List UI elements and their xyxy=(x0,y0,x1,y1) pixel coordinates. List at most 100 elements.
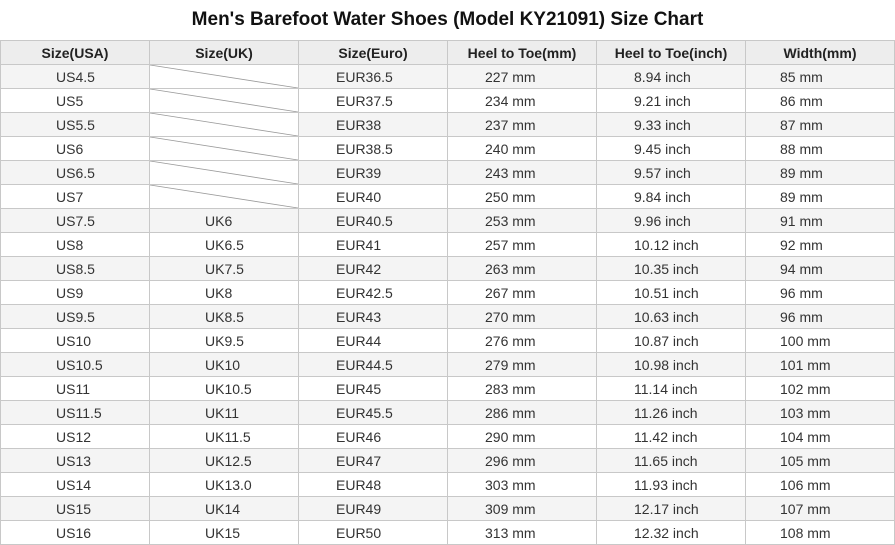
cell-width-mm: 103 mm xyxy=(745,400,895,425)
cell-size-uk: UK9.5 xyxy=(149,328,299,353)
cell-heel-toe-inch: 10.63 inch xyxy=(596,304,746,329)
cell-size-euro: EUR42 xyxy=(298,256,448,281)
cell-size-euro: EUR38.5 xyxy=(298,136,448,161)
cell-size-usa: US15 xyxy=(0,496,150,521)
cell-size-euro: EUR41 xyxy=(298,232,448,257)
cell-size-euro: EUR39 xyxy=(298,160,448,185)
cell-size-usa: US9 xyxy=(0,280,150,305)
cell-heel-toe-inch: 10.87 inch xyxy=(596,328,746,353)
cell-size-usa: US12 xyxy=(0,424,150,449)
table-row: US9 UK8 EUR42.5 267 mm 10.51 inch 96 mm xyxy=(0,280,895,305)
table-row: US11 UK10.5 EUR45 283 mm 11.14 inch 102 mm xyxy=(0,376,895,401)
cell-size-uk: UK10.5 xyxy=(149,376,299,401)
cell-width-mm: 108 mm xyxy=(745,520,895,545)
cell-size-uk: UK15 xyxy=(149,520,299,545)
cell-heel-toe-mm: 279 mm xyxy=(447,352,597,377)
cell-size-usa: US13 xyxy=(0,448,150,473)
cell-size-usa: US7 xyxy=(0,184,150,209)
empty-cell-diagonal-line xyxy=(150,185,298,208)
cell-heel-toe-mm: 253 mm xyxy=(447,208,597,233)
cell-size-uk: UK8 xyxy=(149,280,299,305)
header-heel-toe-inch: Heel to Toe(inch) xyxy=(596,40,746,65)
cell-heel-toe-mm: 286 mm xyxy=(447,400,597,425)
cell-size-euro: EUR45.5 xyxy=(298,400,448,425)
cell-heel-toe-mm: 296 mm xyxy=(447,448,597,473)
cell-width-mm: 92 mm xyxy=(745,232,895,257)
cell-size-usa: US16 xyxy=(0,520,150,545)
table-row: US5 EUR37.5 234 mm 9.21 inch 86 mm xyxy=(0,88,895,113)
table-row: US15 UK14 EUR49 309 mm 12.17 inch 107 mm xyxy=(0,496,895,521)
cell-size-usa: US5.5 xyxy=(0,112,150,137)
cell-size-euro: EUR42.5 xyxy=(298,280,448,305)
cell-size-euro: EUR40.5 xyxy=(298,208,448,233)
cell-size-euro: EUR50 xyxy=(298,520,448,545)
cell-heel-toe-inch: 9.33 inch xyxy=(596,112,746,137)
cell-size-usa: US7.5 xyxy=(0,208,150,233)
cell-heel-toe-inch: 9.21 inch xyxy=(596,88,746,113)
cell-heel-toe-inch: 11.65 inch xyxy=(596,448,746,473)
header-width-mm: Width(mm) xyxy=(745,40,895,65)
cell-size-euro: EUR48 xyxy=(298,472,448,497)
cell-heel-toe-inch: 8.94 inch xyxy=(596,64,746,89)
cell-size-euro: EUR49 xyxy=(298,496,448,521)
size-table: Size(USA) Size(UK) Size(Euro) Heel to To… xyxy=(0,40,895,545)
cell-heel-toe-inch: 11.26 inch xyxy=(596,400,746,425)
cell-size-usa: US11 xyxy=(0,376,150,401)
table-row: US9.5 UK8.5 EUR43 270 mm 10.63 inch 96 mm xyxy=(0,304,895,329)
cell-width-mm: 86 mm xyxy=(745,88,895,113)
cell-size-usa: US9.5 xyxy=(0,304,150,329)
cell-size-uk: UK7.5 xyxy=(149,256,299,281)
cell-heel-toe-inch: 11.14 inch xyxy=(596,376,746,401)
cell-width-mm: 96 mm xyxy=(745,304,895,329)
cell-heel-toe-mm: 267 mm xyxy=(447,280,597,305)
table-row: US16 UK15 EUR50 313 mm 12.32 inch 108 mm xyxy=(0,520,895,545)
cell-size-uk: UK11.5 xyxy=(149,424,299,449)
empty-cell-diagonal-line xyxy=(150,137,298,160)
cell-size-euro: EUR44.5 xyxy=(298,352,448,377)
cell-width-mm: 87 mm xyxy=(745,112,895,137)
empty-cell-diagonal-line xyxy=(150,161,298,184)
cell-size-usa: US10.5 xyxy=(0,352,150,377)
table-row: US8 UK6.5 EUR41 257 mm 10.12 inch 92 mm xyxy=(0,232,895,257)
cell-width-mm: 106 mm xyxy=(745,472,895,497)
cell-heel-toe-mm: 240 mm xyxy=(447,136,597,161)
empty-cell-diagonal-line xyxy=(150,65,298,88)
cell-heel-toe-inch: 11.93 inch xyxy=(596,472,746,497)
cell-size-uk: UK11 xyxy=(149,400,299,425)
cell-heel-toe-inch: 12.32 inch xyxy=(596,520,746,545)
cell-size-euro: EUR36.5 xyxy=(298,64,448,89)
cell-width-mm: 91 mm xyxy=(745,208,895,233)
table-row: US12 UK11.5 EUR46 290 mm 11.42 inch 104 mm xyxy=(0,424,895,449)
cell-heel-toe-inch: 12.17 inch xyxy=(596,496,746,521)
cell-heel-toe-inch: 10.98 inch xyxy=(596,352,746,377)
cell-width-mm: 101 mm xyxy=(745,352,895,377)
header-size-usa: Size(USA) xyxy=(0,40,150,65)
table-row: US4.5 EUR36.5 227 mm 8.94 inch 85 mm xyxy=(0,64,895,89)
cell-size-uk xyxy=(149,88,299,113)
cell-heel-toe-mm: 290 mm xyxy=(447,424,597,449)
cell-heel-toe-inch: 10.35 inch xyxy=(596,256,746,281)
cell-heel-toe-mm: 237 mm xyxy=(447,112,597,137)
header-size-uk: Size(UK) xyxy=(149,40,299,65)
cell-width-mm: 89 mm xyxy=(745,184,895,209)
cell-width-mm: 104 mm xyxy=(745,424,895,449)
cell-size-usa: US10 xyxy=(0,328,150,353)
cell-heel-toe-inch: 9.84 inch xyxy=(596,184,746,209)
header-size-euro: Size(Euro) xyxy=(298,40,448,65)
cell-width-mm: 100 mm xyxy=(745,328,895,353)
cell-heel-toe-mm: 313 mm xyxy=(447,520,597,545)
chart-title: Men's Barefoot Water Shoes (Model KY2109… xyxy=(191,9,704,30)
cell-heel-toe-inch: 11.42 inch xyxy=(596,424,746,449)
table-row: US5.5 EUR38 237 mm 9.33 inch 87 mm xyxy=(0,112,895,137)
cell-heel-toe-mm: 257 mm xyxy=(447,232,597,257)
cell-heel-toe-inch: 9.96 inch xyxy=(596,208,746,233)
cell-size-uk: UK6.5 xyxy=(149,232,299,257)
table-row: US6 EUR38.5 240 mm 9.45 inch 88 mm xyxy=(0,136,895,161)
cell-size-uk xyxy=(149,160,299,185)
cell-size-uk: UK14 xyxy=(149,496,299,521)
cell-size-usa: US14 xyxy=(0,472,150,497)
cell-heel-toe-mm: 234 mm xyxy=(447,88,597,113)
cell-width-mm: 107 mm xyxy=(745,496,895,521)
cell-size-usa: US4.5 xyxy=(0,64,150,89)
